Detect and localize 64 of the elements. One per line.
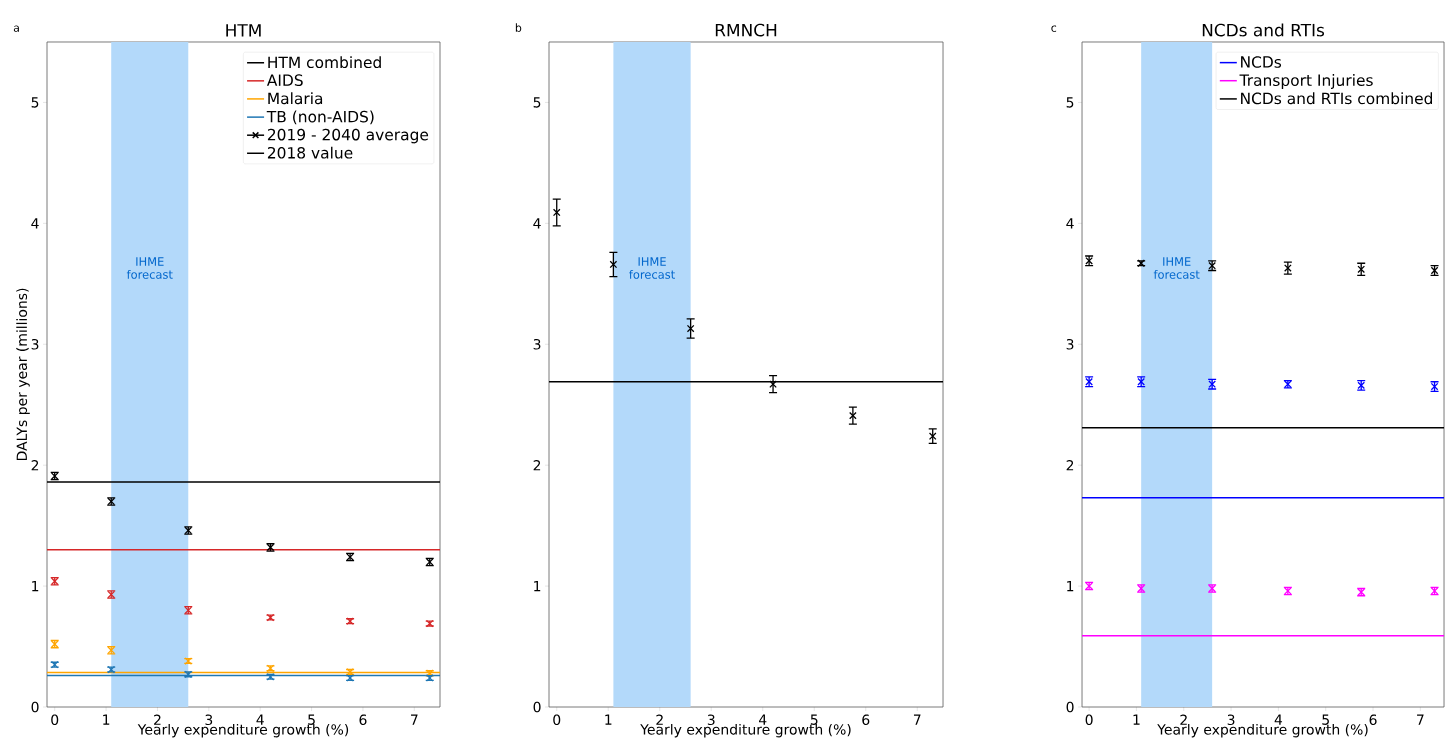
x-tick-label: 2 bbox=[154, 714, 161, 725]
x-tick-label: 6 bbox=[1369, 714, 1377, 726]
band-label: IHME forecast bbox=[1153, 257, 1200, 279]
x-tick-label: 1 bbox=[103, 714, 110, 725]
y-tick-label: 1 bbox=[32, 581, 39, 592]
x-tick-label: 5 bbox=[1322, 714, 1329, 725]
x-tick-label: 2 bbox=[656, 714, 663, 725]
chart-title: HTM bbox=[226, 24, 261, 37]
y-tick-label: 2 bbox=[31, 460, 39, 471]
legend-label: Transport Injuries bbox=[1239, 74, 1373, 90]
x-tick-label: 2 bbox=[1180, 714, 1187, 725]
y-tick-label: 0 bbox=[1066, 701, 1074, 713]
y-tick-label: 2 bbox=[1066, 460, 1074, 471]
legend-label: NCDs bbox=[1241, 56, 1282, 68]
y-tick-label: 4 bbox=[31, 218, 39, 229]
x-tick-label: 5 bbox=[308, 714, 315, 725]
y-tick-label: 1 bbox=[1067, 581, 1074, 592]
y-tick-label: 5 bbox=[533, 97, 541, 108]
x-tick-label: 7 bbox=[411, 714, 418, 725]
annotation: 2018 value bbox=[267, 146, 353, 159]
y-tick-label: 5 bbox=[31, 97, 39, 108]
y-tick-label: 1 bbox=[534, 581, 541, 592]
x-tick-label: 1 bbox=[605, 714, 612, 725]
x-tick-label: 0 bbox=[1085, 714, 1093, 726]
legend-label: AIDS bbox=[266, 74, 303, 87]
y-tick-label: 0 bbox=[31, 701, 39, 713]
y-axis-title: DALYs per year (millions) bbox=[16, 288, 30, 461]
x-tick-label: 7 bbox=[913, 714, 921, 725]
band-label: IHME forecast bbox=[629, 257, 675, 279]
annotation: 2019 - 2040 average bbox=[267, 128, 429, 144]
y-tick-label: 5 bbox=[1066, 97, 1074, 108]
x-tick-label: 0 bbox=[553, 714, 561, 726]
y-tick-label: 2 bbox=[533, 460, 541, 471]
x-axis-title: Yearly expenditure growth (%) bbox=[1157, 723, 1368, 738]
x-tick-label: 3 bbox=[205, 714, 213, 726]
y-tick-label: 0 bbox=[533, 701, 541, 713]
x-tick-label: 6 bbox=[862, 714, 870, 726]
text: a bbox=[13, 25, 19, 32]
text: b bbox=[515, 23, 522, 32]
x-tick-label: 3 bbox=[707, 714, 715, 726]
y-tick-label: 3 bbox=[533, 338, 541, 350]
x-tick-label: 1 bbox=[1133, 714, 1140, 725]
x-tick-label: 7 bbox=[1417, 714, 1424, 725]
legend-label: NCDs and RTIs combined bbox=[1241, 92, 1432, 105]
y-tick-label: 4 bbox=[1066, 218, 1074, 229]
legend-label: TB (non-AIDS) bbox=[266, 110, 374, 125]
legend-label: HTM combined bbox=[268, 56, 381, 69]
x-tick-label: 0 bbox=[51, 714, 59, 726]
x-tick-label: 6 bbox=[359, 714, 367, 726]
text: c bbox=[1051, 25, 1057, 32]
y-tick-label: 3 bbox=[31, 338, 39, 350]
chart-title: RMNCH bbox=[715, 23, 777, 37]
x-axis-title: Yearly expenditure growth (%) bbox=[640, 723, 851, 738]
y-tick-label: 3 bbox=[1066, 338, 1074, 350]
x-tick-label: 3 bbox=[1227, 714, 1235, 726]
x-tick-label: 4 bbox=[759, 714, 767, 725]
x-tick-label: 4 bbox=[1274, 714, 1283, 725]
chart-title: NCDs and RTIs bbox=[1202, 23, 1325, 37]
x-tick-label: 4 bbox=[256, 714, 264, 725]
y-tick-label: 4 bbox=[533, 218, 541, 229]
x-tick-label: 5 bbox=[810, 714, 818, 725]
x-axis-title: Yearly expenditure growth (%) bbox=[137, 723, 349, 738]
band-label: IHME forecast bbox=[126, 257, 173, 279]
legend-label: Malaria bbox=[268, 92, 323, 105]
